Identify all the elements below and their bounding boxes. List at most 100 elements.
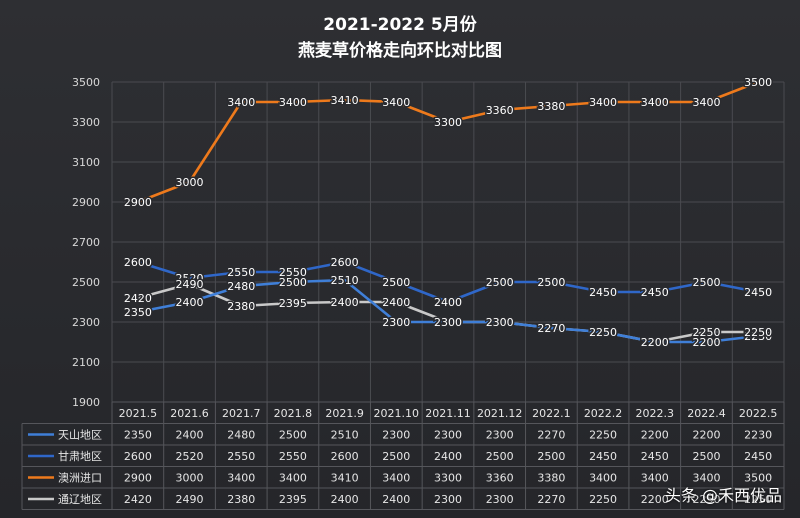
data-label: 3400 [641,96,669,109]
table-cell: 2230 [744,429,772,442]
table-cell: 2450 [589,450,617,463]
table-cell: 2510 [331,429,359,442]
series-line [137,278,759,344]
table-cell: 3400 [382,472,410,485]
data-label: 2250 [744,326,772,339]
table-cell: 2300 [486,429,514,442]
chart-title: 2021-2022 5月份 [323,15,477,35]
data-label: 2500 [537,276,565,289]
table-cell: 3410 [331,472,359,485]
data-label: 2200 [641,336,669,349]
data-label: 3500 [744,76,772,89]
table-cell: 3400 [589,472,617,485]
x-tick-label: 2022.3 [636,407,675,420]
data-label: 3400 [382,96,410,109]
y-tick-label: 2300 [72,316,100,329]
data-label: 2200 [641,336,669,349]
data-label: 2230 [744,330,772,343]
data-label: 2200 [692,336,720,349]
y-tick-label: 3500 [72,76,100,89]
table-cell: 2250 [589,493,617,506]
legend-label: 甘肃地区 [58,450,102,463]
x-tick-label: 2021.6 [170,407,209,420]
x-tick-label: 2021.12 [477,407,523,420]
table-cell: 3300 [434,472,462,485]
table-cell: 3400 [641,472,669,485]
table-cell: 2300 [434,429,462,442]
table-cell: 3000 [176,472,204,485]
data-label: 2500 [382,276,410,289]
table-cell: 3400 [227,472,255,485]
data-label: 2300 [434,316,462,329]
data-label: 3400 [589,96,617,109]
y-tick-label: 2500 [72,276,100,289]
legend-label: 澳洲进口 [58,472,102,485]
table-cell: 2550 [279,450,307,463]
table-cell: 2400 [176,429,204,442]
table-cell: 3400 [692,472,720,485]
table-cell: 2400 [382,493,410,506]
x-tick-label: 2022.4 [687,407,726,420]
data-label: 2300 [434,316,462,329]
x-tick-label: 2021.5 [119,407,158,420]
x-tick-label: 2021.11 [425,407,471,420]
x-tick-label: 2021.8 [274,407,313,420]
y-tick-label: 2100 [72,356,100,369]
table-cell: 2490 [176,493,204,506]
table-cell: 2400 [331,493,359,506]
table-cell: 2200 [641,429,669,442]
table-cell: 2500 [486,450,514,463]
data-label: 2300 [486,316,514,329]
data-label: 2400 [331,296,359,309]
series-line [137,80,759,204]
data-label: 2500 [279,276,307,289]
data-label: 3400 [279,96,307,109]
table-cell: 2500 [692,450,720,463]
y-tick-label: 2900 [72,196,100,209]
legend-label: 通辽地区 [58,493,102,506]
data-label: 2300 [486,316,514,329]
x-tick-label: 2021.9 [325,407,364,420]
data-label: 2900 [124,196,152,209]
data-label: 3410 [331,94,359,107]
table-cell: 2600 [124,450,152,463]
data-label: 2550 [279,266,307,279]
data-label: 2395 [279,297,307,310]
table-cell: 3360 [486,472,514,485]
y-tick-label: 3300 [72,116,100,129]
data-label: 2380 [227,300,255,313]
data-label: 3000 [176,176,204,189]
data-label: 2400 [176,296,204,309]
legend-label: 天山地区 [58,429,102,442]
y-tick-label: 1900 [72,396,100,409]
data-label: 2250 [589,326,617,339]
data-label: 2600 [331,256,359,269]
x-tick-label: 2022.1 [532,407,571,420]
table-cell: 2500 [382,450,410,463]
table-cell: 2250 [744,493,772,506]
data-label: 2450 [589,286,617,299]
table-cell: 2380 [227,493,255,506]
table-cell: 2200 [641,493,669,506]
data-label: 3300 [434,116,462,129]
table-cell: 3380 [537,472,565,485]
x-tick-label: 2022.5 [739,407,778,420]
data-label: 2510 [331,274,359,287]
table-cell: 2300 [382,429,410,442]
data-label: 2250 [692,326,720,339]
table-cell: 2500 [537,450,565,463]
data-label: 2500 [692,276,720,289]
table-cell: 2300 [486,493,514,506]
table-cell: 2420 [124,493,152,506]
x-tick-label: 2021.7 [222,407,261,420]
data-label: 2420 [124,292,152,305]
data-label: 2550 [227,266,255,279]
table-cell: 2480 [227,429,255,442]
data-label: 2600 [124,256,152,269]
data-label: 2400 [434,296,462,309]
table-cell: 2450 [641,450,669,463]
data-label: 2450 [744,286,772,299]
table-cell: 2300 [434,493,462,506]
